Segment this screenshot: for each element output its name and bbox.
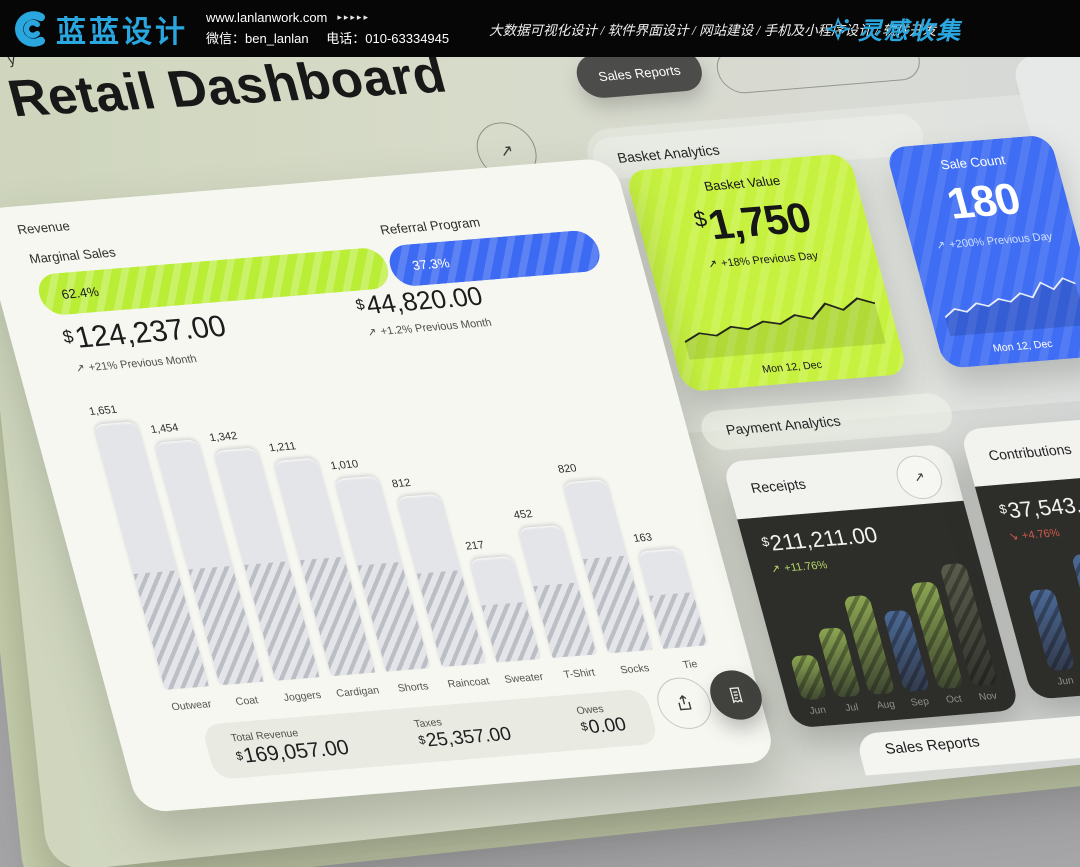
revenue-card: Revenue Marginal Sales Referral Program … [0, 157, 778, 814]
retail-bar-category: Outwear [170, 698, 213, 714]
phone-contact: 电话：010-63334945 [326, 30, 450, 46]
retail-bar-category: Sweater [503, 670, 545, 686]
contributions-amount: $37,543.00 [997, 490, 1080, 523]
site-header: 蓝蓝设计 www.lanlanwork.com ▸▸▸▸▸ 微信：ben_lan… [0, 0, 1080, 57]
retail-bar-value: 812 [390, 477, 413, 491]
trend-up-icon: ↗ [74, 362, 87, 375]
panel-bar-month: Aug [875, 699, 897, 712]
referral-program-label: Referral Program [378, 214, 482, 238]
wechat-contact: 微信：ben_lanlan [206, 30, 309, 46]
revenue-label: Revenue [15, 218, 72, 238]
panel-bar-month: Jun [1055, 675, 1075, 688]
receipts-expand-button[interactable]: ↗ [891, 453, 948, 501]
sale-count-card: Sale Count 180 ↗+200% Previous Day Mon 1… [884, 134, 1080, 369]
trend-up-icon: ↗ [706, 258, 719, 271]
logo-icon [15, 10, 45, 47]
share-icon [678, 694, 692, 711]
panel-bar-month: Nov [977, 690, 999, 704]
retail-bar-category: Tie [681, 658, 699, 672]
retail-bar-value: 1,651 [87, 403, 119, 418]
retail-bar-value: 217 [464, 539, 486, 553]
panel-bar-month: Sep [909, 696, 931, 709]
receipt-button[interactable] [704, 668, 768, 722]
panel-bar-month: Oct [944, 693, 964, 706]
sale-count-amount: 180 [941, 174, 1026, 229]
sales-reports-section-label: Sales Reports [883, 733, 982, 758]
total-item: Owes $0.00 [575, 701, 629, 739]
referral-program-progress: 37.3% [384, 229, 605, 288]
receipts-title: Receipts [748, 475, 808, 496]
marginal-sales-percent: 62.4% [59, 283, 101, 302]
logo-text: 蓝蓝设计 [56, 15, 188, 49]
retail-bar-category: Joggers [282, 689, 323, 704]
logo[interactable]: 蓝蓝设计 [10, 7, 188, 51]
panel-bar-month: Jun [808, 704, 828, 717]
retail-bar-value: 1,342 [208, 430, 239, 445]
retail-bar-value: 1,454 [149, 421, 180, 436]
total-item: Taxes $25,357.00 [413, 711, 514, 753]
arrow-up-right-icon: ↗ [497, 142, 516, 161]
retail-bar-category: T-Shirt [562, 666, 597, 681]
total-item: Total Revenue $169,057.00 [229, 723, 351, 769]
retail-bar-value: 452 [512, 508, 534, 522]
retail-bar-category: Socks [618, 662, 651, 677]
trend-up-icon: ↗ [366, 326, 379, 339]
retail-bar-category: Cardigan [334, 684, 381, 700]
retail-bar-value: 1,010 [329, 458, 360, 473]
sparkle-icon [826, 16, 852, 41]
retail-chart-bars: 1,651 1,454 1,342 1,211 1,010 812 217 452 820 163 [83, 364, 713, 690]
receipt-icon [729, 687, 743, 704]
marginal-sales-label: Marginal Sales [27, 244, 118, 267]
marginal-sales-delta: ↗+21% Previous Month [74, 353, 199, 375]
marginal-sales-amount: $124,237.00 [60, 309, 230, 355]
inspiration-collect[interactable]: 灵感收集 [826, 11, 962, 46]
basket-value-amount: $1,750 [690, 193, 816, 249]
receipts-bars: Jun Jul Aug Sep Oct Nov [763, 544, 1004, 717]
payment-analytics-label: Payment Analytics [723, 412, 843, 438]
retail-bar-category: Shorts [396, 680, 430, 695]
retail-bar-value: 820 [556, 462, 579, 476]
site-url[interactable]: www.lanlanwork.com [206, 10, 328, 26]
basket-value-sparkline [673, 281, 887, 360]
retail-bar-category: Coat [234, 694, 260, 708]
retail-items-chart: 1,651 1,454 1,342 1,211 1,010 812 217 452 820 163… [77, 344, 719, 713]
collect-label: 灵感收集 [858, 18, 962, 45]
trend-up-icon: ↗ [934, 239, 948, 252]
referral-program-percent: 37.3% [410, 254, 452, 273]
panel-bar [789, 654, 828, 701]
sales-reports-pill-label: Sales Reports [596, 62, 682, 84]
retail-bar-value: 163 [631, 531, 654, 545]
panel-bar-month: Jul [844, 702, 860, 715]
contributions-title: Contributions [986, 440, 1074, 464]
basket-analytics-label: Basket Analytics [615, 141, 722, 166]
sale-count-sparkline [933, 262, 1080, 337]
header-contact: www.lanlanwork.com ▸▸▸▸▸ 微信：ben_lanlan 电… [206, 8, 449, 48]
retail-bar-value: 1,211 [267, 440, 298, 455]
share-button[interactable] [651, 675, 718, 731]
arrow-up-right-icon: ↗ [911, 468, 927, 485]
panel-bar [1027, 588, 1076, 672]
basket-value-card: Basket Value $1,750 ↗+18% Previous Day M… [624, 152, 909, 393]
panel-bar-column: Jun [1018, 588, 1080, 689]
services-list: 大数据可视化设计 / 软件界面设计 / 网站建设 / 手机及小程序设计 / 软件… [489, 22, 937, 38]
sale-count-date: Mon 12, Dec [991, 338, 1055, 355]
arrows-icon: ▸▸▸▸▸ [337, 12, 370, 23]
sale-count-delta: ↗+200% Previous Day [934, 230, 1054, 252]
total-value: $0.00 [578, 713, 629, 738]
retail-bar-category: Raincoat [446, 675, 491, 691]
